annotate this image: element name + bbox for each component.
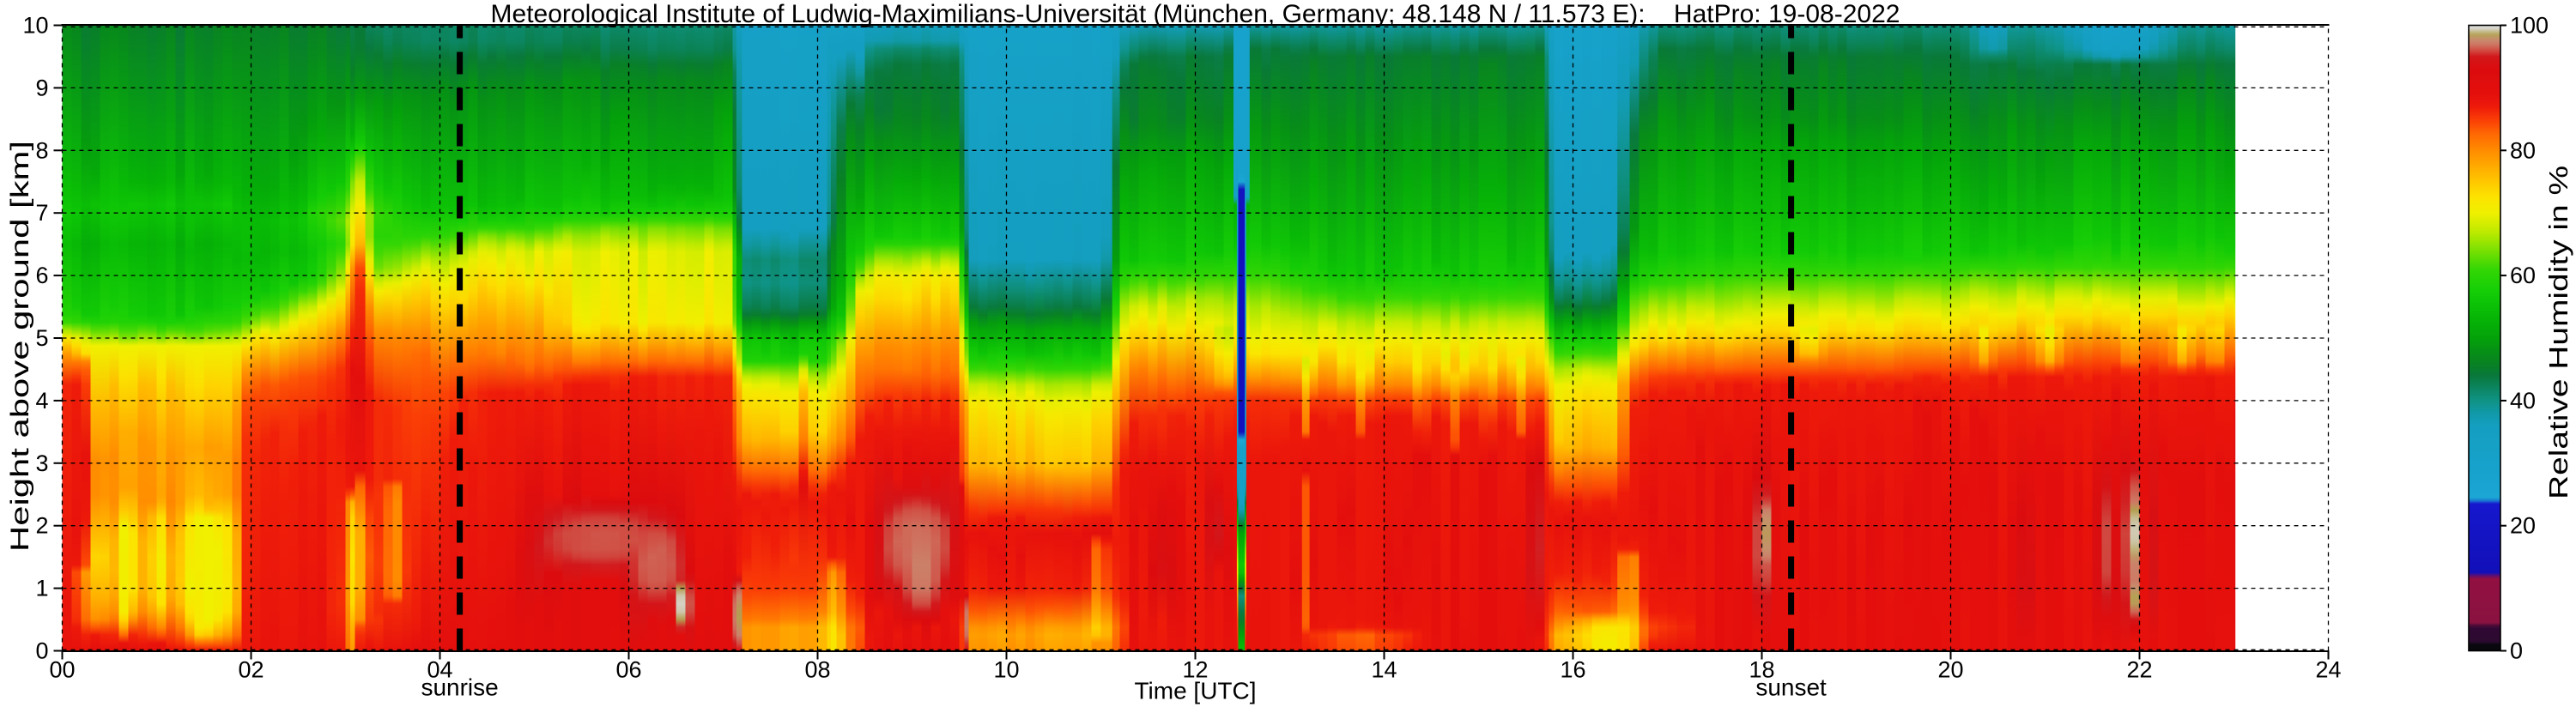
svg-text:Meteorological Institute of Lu: Meteorological Institute of Ludwig-Maxim… — [491, 0, 1900, 28]
svg-text:sunrise: sunrise — [421, 674, 498, 701]
svg-text:02: 02 — [238, 657, 264, 683]
svg-text:10: 10 — [22, 13, 48, 39]
svg-text:5: 5 — [35, 325, 48, 351]
svg-text:1: 1 — [35, 576, 48, 601]
svg-text:08: 08 — [804, 657, 830, 683]
svg-text:16: 16 — [1560, 657, 1585, 683]
svg-text:Height above ground [km]: Height above ground [km] — [6, 141, 34, 552]
svg-text:14: 14 — [1371, 657, 1397, 683]
svg-text:9: 9 — [35, 75, 48, 100]
svg-text:Relative Humidity in %: Relative Humidity in % — [2543, 166, 2573, 499]
svg-text:24: 24 — [2315, 657, 2341, 683]
svg-text:10: 10 — [993, 657, 1019, 683]
svg-text:20: 20 — [2510, 513, 2536, 539]
svg-text:06: 06 — [615, 657, 641, 683]
svg-text:0: 0 — [2510, 638, 2523, 664]
svg-text:100: 100 — [2510, 13, 2549, 39]
svg-text:6: 6 — [35, 263, 48, 288]
svg-text:20: 20 — [1937, 657, 1963, 683]
svg-text:4: 4 — [35, 388, 48, 414]
svg-text:0: 0 — [35, 638, 48, 664]
svg-text:8: 8 — [35, 137, 48, 163]
svg-text:sunset: sunset — [1755, 674, 1827, 701]
svg-text:3: 3 — [35, 450, 48, 476]
svg-text:40: 40 — [2510, 388, 2536, 414]
svg-text:60: 60 — [2510, 263, 2536, 288]
svg-text:7: 7 — [35, 200, 48, 226]
svg-text:00: 00 — [49, 657, 75, 683]
svg-text:18: 18 — [1749, 657, 1774, 683]
svg-text:12: 12 — [1182, 657, 1208, 683]
svg-text:80: 80 — [2510, 137, 2536, 163]
svg-text:2: 2 — [35, 513, 48, 539]
svg-text:Time [UTC]: Time [UTC] — [1134, 678, 1256, 704]
svg-text:22: 22 — [2126, 657, 2152, 683]
svg-text:04: 04 — [427, 657, 452, 683]
